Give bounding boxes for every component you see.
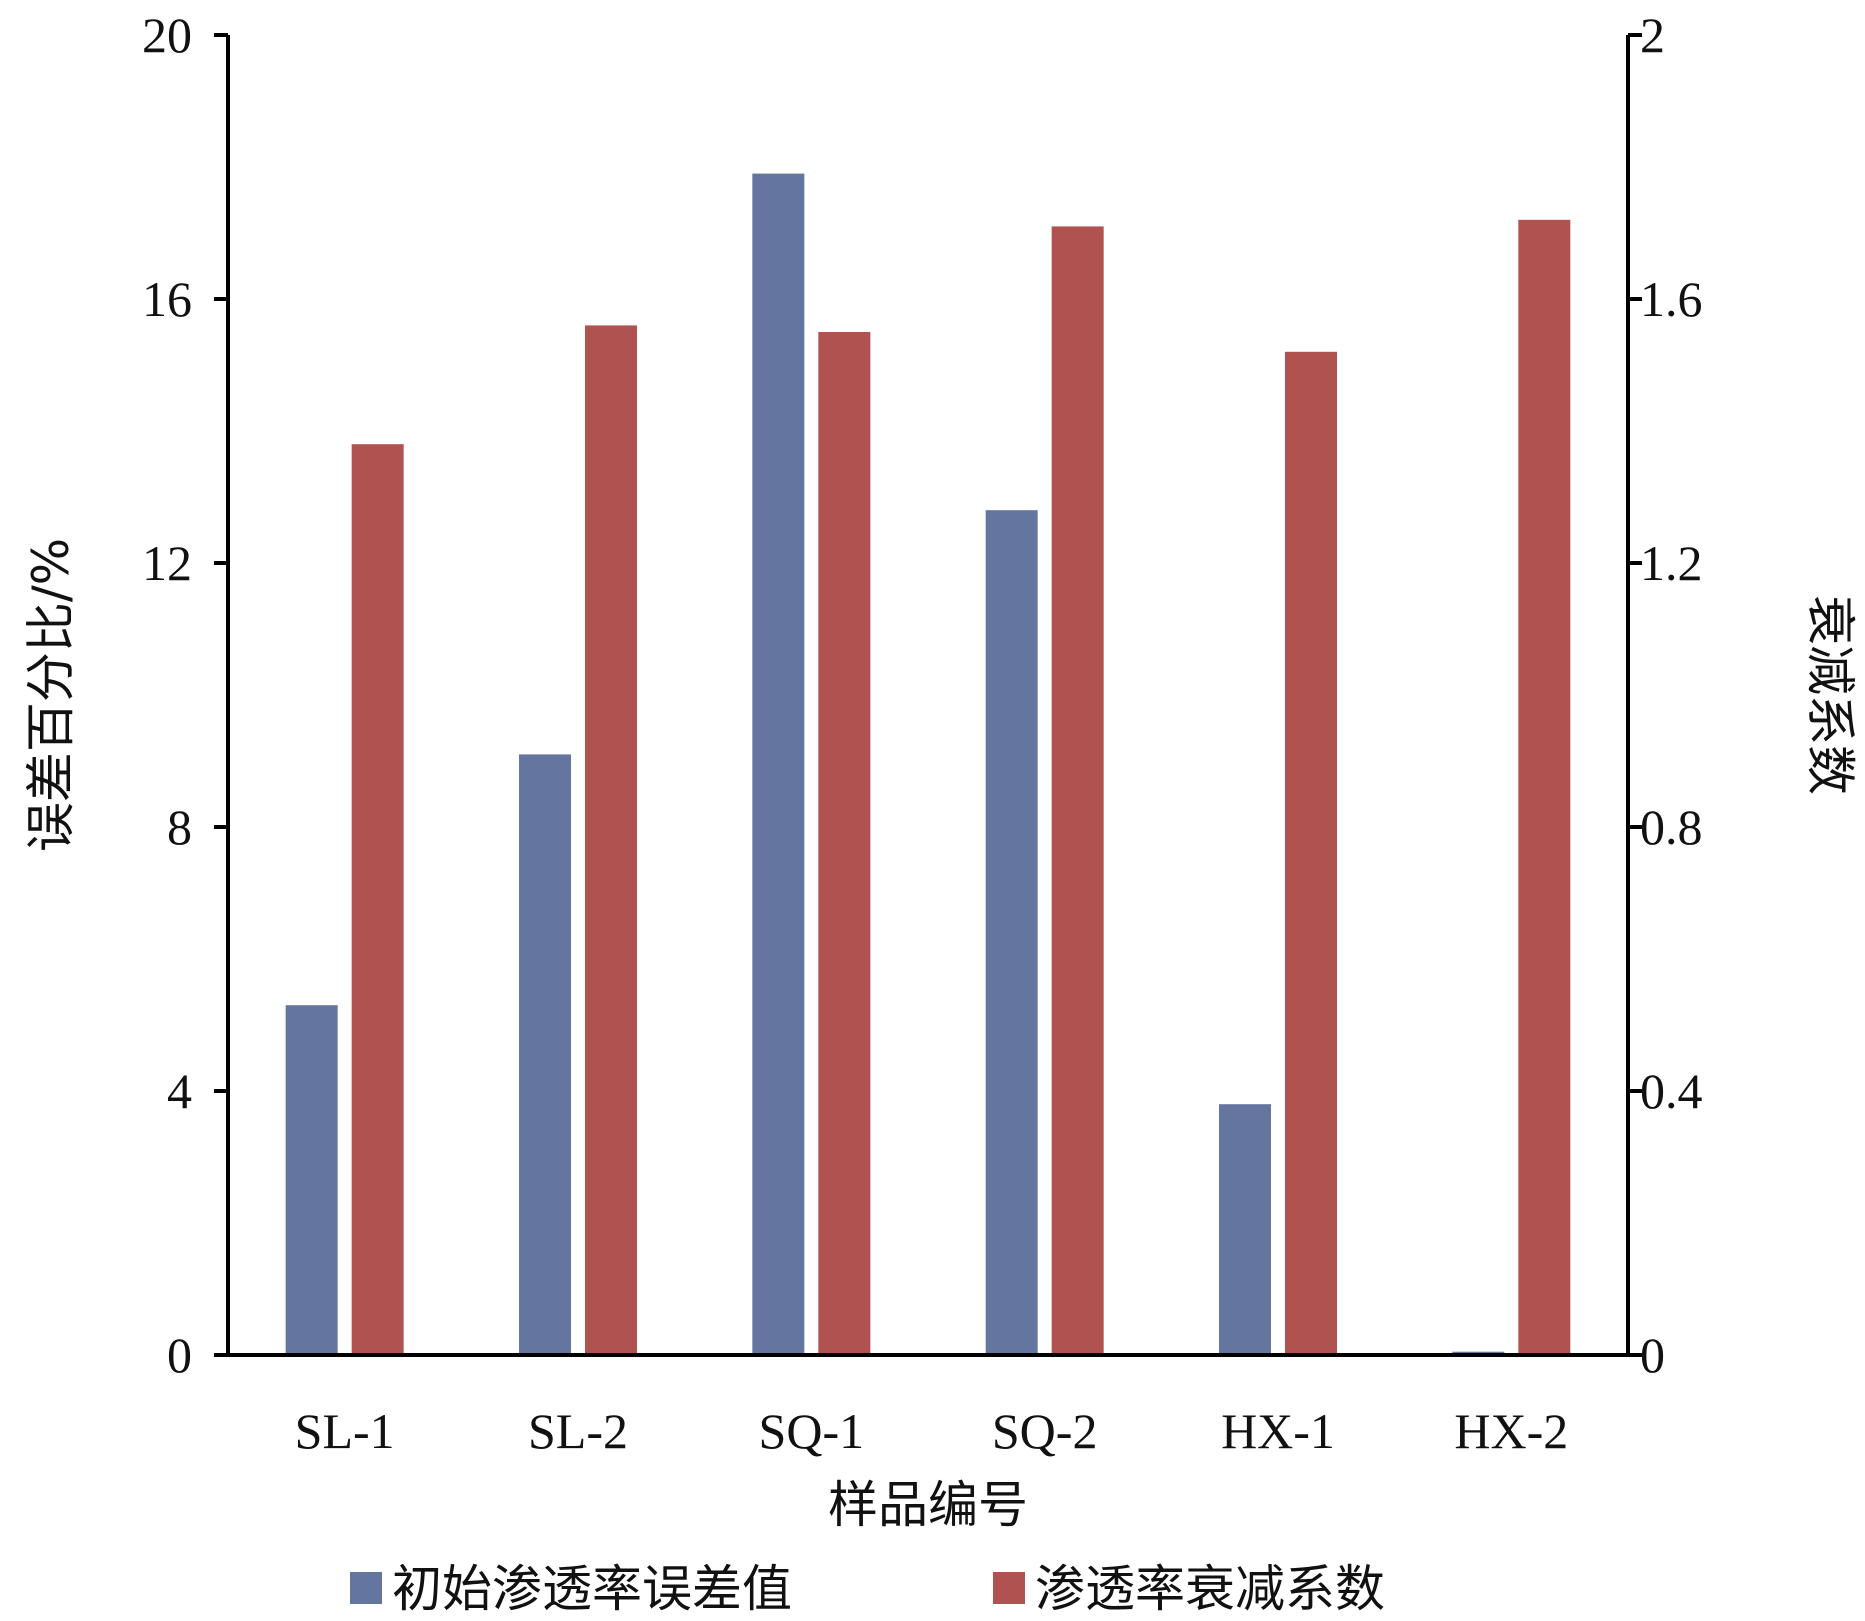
bar-decay-sl-1: [351, 444, 404, 1355]
bar-error-sq-1: [752, 173, 805, 1356]
bar-error-hx-1: [1219, 1104, 1271, 1355]
legend-label-decay: 渗透率衰减系数: [1035, 1560, 1385, 1618]
left-tick-label: 8: [167, 799, 192, 855]
x-tick-label: HX-1: [1221, 1403, 1335, 1459]
left-axis-title: 误差百分比/%: [22, 538, 80, 852]
right-tick-label: 0.4: [1640, 1063, 1703, 1119]
x-tick-label: HX-2: [1454, 1403, 1568, 1459]
bar-error-sq-2: [985, 510, 1038, 1355]
x-tick-label: SQ-2: [992, 1403, 1098, 1459]
labels-group: SL-1 SL-2 SQ-1 SQ-2 HX-1 HX-2 0 0 4 0.4 8 0.8 12 1.2 1…: [142, 7, 1703, 1459]
axes-group: [226, 35, 1630, 1357]
right-tick-label: 1.2: [1640, 535, 1703, 591]
legend-swatch-decay: [993, 1572, 1025, 1604]
x-axis-title: 样品编号: [828, 1476, 1028, 1534]
bars-group: [285, 173, 1571, 1356]
x-tick-label: SL-2: [528, 1403, 628, 1459]
left-tick-label: 4: [167, 1063, 192, 1119]
right-tick-label: 0.8: [1640, 799, 1703, 855]
bar-decay-sq-1: [818, 332, 871, 1355]
right-tick-label: 0: [1640, 1327, 1665, 1383]
right-axis-title: 衰减系数: [1801, 595, 1859, 795]
legend: 初始渗透率误差值 渗透率衰减系数: [350, 1560, 1385, 1618]
bar-error-sl-2: [519, 754, 571, 1355]
right-tick-label: 2: [1640, 7, 1665, 63]
legend-swatch-error: [350, 1572, 382, 1604]
left-tick-label: 12: [142, 535, 192, 591]
bar-decay-hx-2: [1518, 219, 1571, 1355]
bar-decay-hx-1: [1285, 351, 1337, 1355]
right-tick-label: 1.6: [1640, 271, 1703, 327]
x-tick-label: SQ-1: [759, 1403, 865, 1459]
ticks-group: [214, 33, 1642, 1357]
bar-error-sl-1: [285, 1005, 338, 1355]
bar-decay-sq-2: [1051, 226, 1104, 1355]
left-tick-label: 16: [142, 271, 192, 327]
legend-label-error: 初始渗透率误差值: [392, 1560, 792, 1618]
left-tick-label: 20: [142, 7, 192, 63]
x-tick-label: SL-1: [295, 1403, 395, 1459]
bar-decay-sl-2: [585, 325, 637, 1355]
left-tick-label: 0: [167, 1327, 192, 1383]
